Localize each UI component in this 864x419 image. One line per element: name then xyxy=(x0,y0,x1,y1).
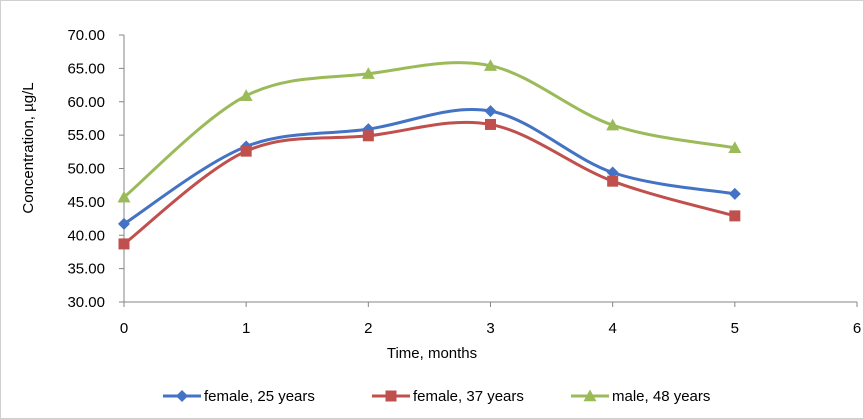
series-3 xyxy=(117,59,742,203)
y-tick-labels: 30.00 35.00 40.00 45.00 50.00 55.00 60.00 65.00… xyxy=(67,27,105,311)
data-point xyxy=(728,187,741,200)
legend: female, 25 years female, 37 years male, 48… xyxy=(163,388,710,405)
x-tick-label: 6 xyxy=(853,320,861,337)
series-line xyxy=(123,120,736,246)
series-layer xyxy=(117,59,742,250)
data-point xyxy=(606,166,619,179)
data-point xyxy=(239,89,253,101)
y-axis-title: Concentration, µg/L xyxy=(20,82,37,213)
data-point xyxy=(729,210,741,222)
data-point xyxy=(485,118,496,130)
legend-item: female, 37 years xyxy=(372,388,524,405)
data-point xyxy=(118,217,130,230)
y-tick-label: 55.00 xyxy=(67,127,105,144)
x-tick-label: 3 xyxy=(486,320,494,337)
data-point xyxy=(240,145,252,157)
y-tick-label: 45.00 xyxy=(67,194,105,211)
x-tick-label: 2 xyxy=(364,320,372,337)
x-tick-label: 1 xyxy=(242,320,250,337)
legend-label: female, 37 years xyxy=(413,388,524,405)
legend-item: male, 48 years xyxy=(571,388,710,405)
legend-label: female, 25 years xyxy=(204,388,315,405)
series-2 xyxy=(118,118,741,250)
y-tick-label: 50.00 xyxy=(67,161,105,178)
legend-item: female, 25 years xyxy=(163,388,315,405)
data-point xyxy=(362,130,374,142)
axes xyxy=(119,34,858,307)
series-line xyxy=(123,61,736,199)
legend-swatch-marker xyxy=(583,389,597,402)
data-point xyxy=(484,59,497,71)
legend-swatch-marker xyxy=(385,390,397,402)
x-tick-label: 4 xyxy=(608,320,616,337)
data-point xyxy=(607,175,619,187)
y-tick-label: 30.00 xyxy=(67,294,105,311)
series-1 xyxy=(118,105,741,230)
y-tick-label: 65.00 xyxy=(67,60,105,77)
legend-swatch-marker xyxy=(176,390,188,402)
series-line xyxy=(123,108,736,226)
data-point xyxy=(361,67,375,79)
data-point xyxy=(484,105,497,118)
data-point xyxy=(606,118,620,131)
data-point xyxy=(728,141,742,154)
y-tick-label: 60.00 xyxy=(67,94,105,111)
x-axis-title: Time, months xyxy=(387,345,477,362)
x-tick-labels: 0 1 2 3 4 5 6 xyxy=(120,320,861,337)
y-tick-label: 40.00 xyxy=(67,227,105,244)
legend-label: male, 48 years xyxy=(612,388,710,405)
data-point xyxy=(117,190,131,203)
y-tick-label: 70.00 xyxy=(67,27,105,44)
x-tick-label: 0 xyxy=(120,320,128,337)
data-point xyxy=(118,238,130,250)
y-tick-label: 35.00 xyxy=(67,261,105,278)
x-tick-label: 5 xyxy=(731,320,739,337)
